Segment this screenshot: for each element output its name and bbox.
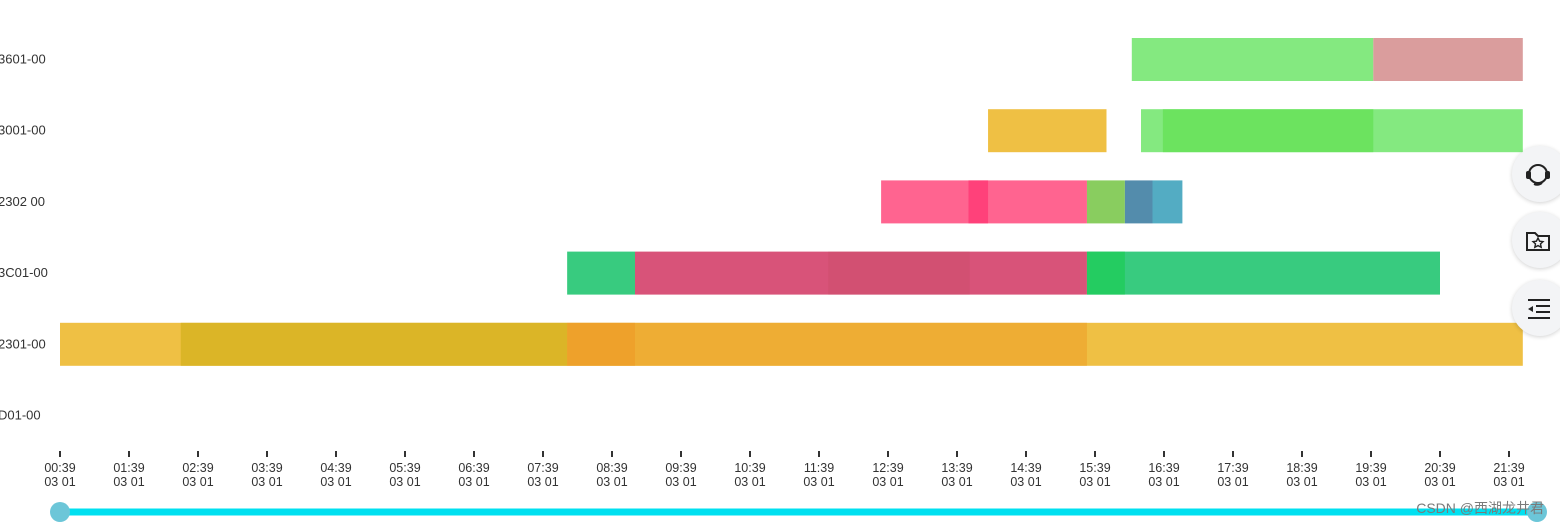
y-tick-label: 3001-00 [0, 123, 46, 138]
slider-handle-start[interactable] [50, 502, 70, 522]
gantt-bar[interactable] [567, 251, 635, 295]
x-tick-label-time: 10:39 [734, 461, 765, 475]
x-tick-label-date: 03 01 [1355, 475, 1386, 489]
gantt-bar[interactable] [1086, 251, 1440, 295]
x-tick-label-date: 03 01 [182, 475, 213, 489]
x-tick-label-date: 03 01 [872, 475, 903, 489]
x-tick-label-date: 03 01 [389, 475, 420, 489]
x-tick-label-date: 03 01 [803, 475, 834, 489]
x-tick-label-date: 03 01 [1217, 475, 1248, 489]
list-indent-icon [1528, 299, 1550, 319]
watermark: CSDN @西湖龙井君 [1416, 500, 1544, 516]
gantt-bar[interactable] [1086, 180, 1125, 224]
y-tick-label: 2301-00 [0, 336, 46, 351]
x-tick-label-time: 19:39 [1355, 461, 1386, 475]
x-tick-label-time: 05:39 [389, 461, 420, 475]
gantt-bar[interactable] [1152, 180, 1183, 224]
y-tick-label: 2302 00 [0, 194, 45, 209]
gantt-bar[interactable] [968, 180, 989, 224]
x-tick-label-time: 15:39 [1079, 461, 1110, 475]
gantt-bar[interactable] [1086, 251, 1125, 295]
gantt-bar[interactable] [828, 251, 970, 295]
x-tick-label-time: 06:39 [458, 461, 489, 475]
x-tick-label-time: 14:39 [1010, 461, 1041, 475]
x-tick-label-date: 03 01 [1010, 475, 1041, 489]
x-tick-label-time: 01:39 [113, 461, 144, 475]
gantt-bar[interactable] [635, 251, 1087, 295]
support-button[interactable] [1512, 146, 1560, 202]
gantt-bar[interactable] [988, 109, 1107, 153]
gantt-bar[interactable] [1124, 180, 1153, 224]
slider-handle-end[interactable] [1527, 502, 1547, 522]
x-tick-label-time: 11:39 [804, 461, 834, 475]
x-tick-label-time: 13:39 [941, 461, 972, 475]
x-tick-label-time: 08:39 [596, 461, 627, 475]
x-tick-label-time: 17:39 [1217, 461, 1248, 475]
x-tick-label-time: 21:39 [1493, 461, 1524, 475]
x-tick-label-date: 03 01 [251, 475, 282, 489]
x-tick-label-date: 03 01 [1424, 475, 1455, 489]
x-tick-label-time: 09:39 [665, 461, 696, 475]
gantt-bar[interactable] [1162, 109, 1374, 153]
x-tick-label-date: 03 01 [44, 475, 75, 489]
headset-icon [1526, 164, 1550, 186]
x-tick-label-date: 03 01 [527, 475, 558, 489]
y-axis-labels: 3601-00 3001-00 2302 00 3C01-00 2301-00 D01-0… [0, 52, 48, 423]
x-tick-label-time: 12:39 [872, 461, 903, 475]
favorites-button[interactable] [1512, 212, 1560, 268]
x-tick-label-date: 03 01 [596, 475, 627, 489]
x-tick-label-date: 03 01 [1148, 475, 1179, 489]
x-tick-label-time: 07:39 [527, 461, 558, 475]
gantt-bar[interactable] [567, 322, 1087, 366]
x-tick-label-date: 03 01 [941, 475, 972, 489]
y-tick-label: 3601-00 [0, 52, 46, 67]
gantt-bar[interactable] [1373, 38, 1523, 81]
gantt-bar[interactable] [567, 322, 635, 366]
y-tick-label: 3C01-00 [0, 265, 48, 280]
x-tick-label-time: 20:39 [1424, 461, 1455, 475]
x-tick-label-date: 03 01 [1493, 475, 1524, 489]
x-tick-label-time: 03:39 [251, 461, 282, 475]
gantt-bar[interactable] [180, 322, 568, 366]
x-tick-label-time: 18:39 [1286, 461, 1317, 475]
x-tick-label-date: 03 01 [458, 475, 489, 489]
gantt-bar[interactable] [1131, 38, 1374, 81]
x-tick-label-date: 03 01 [320, 475, 351, 489]
y-tick-label: D01-00 [0, 408, 41, 423]
x-tick-label-date: 03 01 [665, 475, 696, 489]
x-tick-label-date: 03 01 [1286, 475, 1317, 489]
x-tick-label-time: 04:39 [320, 461, 351, 475]
x-tick-label-time: 00:39 [44, 461, 75, 475]
x-tick-label-date: 03 01 [1079, 475, 1110, 489]
time-range-slider[interactable] [50, 502, 1547, 522]
folder-star-icon [1526, 232, 1550, 251]
x-tick-label-time: 16:39 [1148, 461, 1179, 475]
x-tick-label-time: 02:39 [182, 461, 213, 475]
outline-button[interactable] [1512, 280, 1560, 336]
bars-layer [60, 38, 1523, 366]
x-tick-label-date: 03 01 [113, 475, 144, 489]
x-tick-label-date: 03 01 [734, 475, 765, 489]
